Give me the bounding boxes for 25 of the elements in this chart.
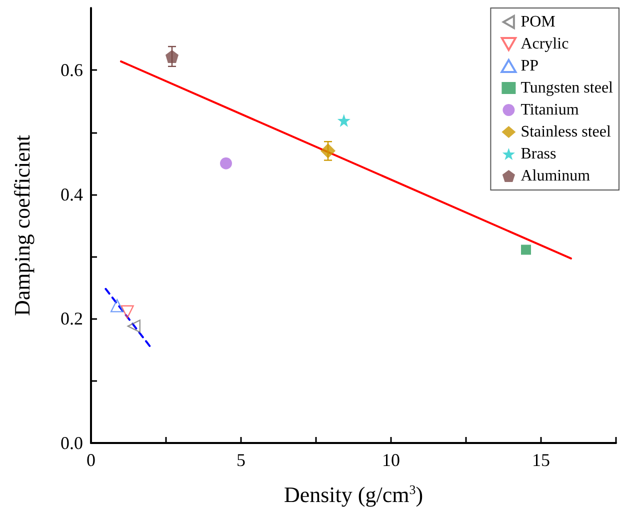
point [110, 299, 124, 312]
legend-label: Acrylic [520, 36, 569, 52]
y-axis-title: Damping coefficient [10, 134, 34, 316]
x-tick-label: 10 [382, 450, 400, 470]
y-tick-label: 0.6 [60, 60, 83, 80]
x-tick-label: 15 [532, 450, 550, 470]
point [127, 320, 140, 333]
legend-label: PP [520, 58, 539, 74]
legend-label: Tungsten steel [520, 80, 614, 96]
x-tick-label: 0 [86, 450, 96, 470]
legend-label: Titanium [520, 102, 580, 118]
legend-label: Aluminum [520, 168, 591, 184]
point [166, 50, 178, 63]
y-tick-label: 0.4 [60, 184, 83, 204]
point [220, 157, 232, 170]
legend-label: Brass [520, 146, 556, 162]
point [337, 114, 350, 127]
x-tick-label: 5 [236, 450, 246, 470]
legend-label: POM [520, 14, 556, 30]
y-tick-label: 0.0 [60, 433, 83, 453]
y-tick-label: 0.2 [60, 308, 83, 329]
point [521, 244, 531, 255]
point [120, 305, 134, 318]
legend-label: Stainless steel [520, 124, 612, 140]
point [320, 143, 336, 158]
